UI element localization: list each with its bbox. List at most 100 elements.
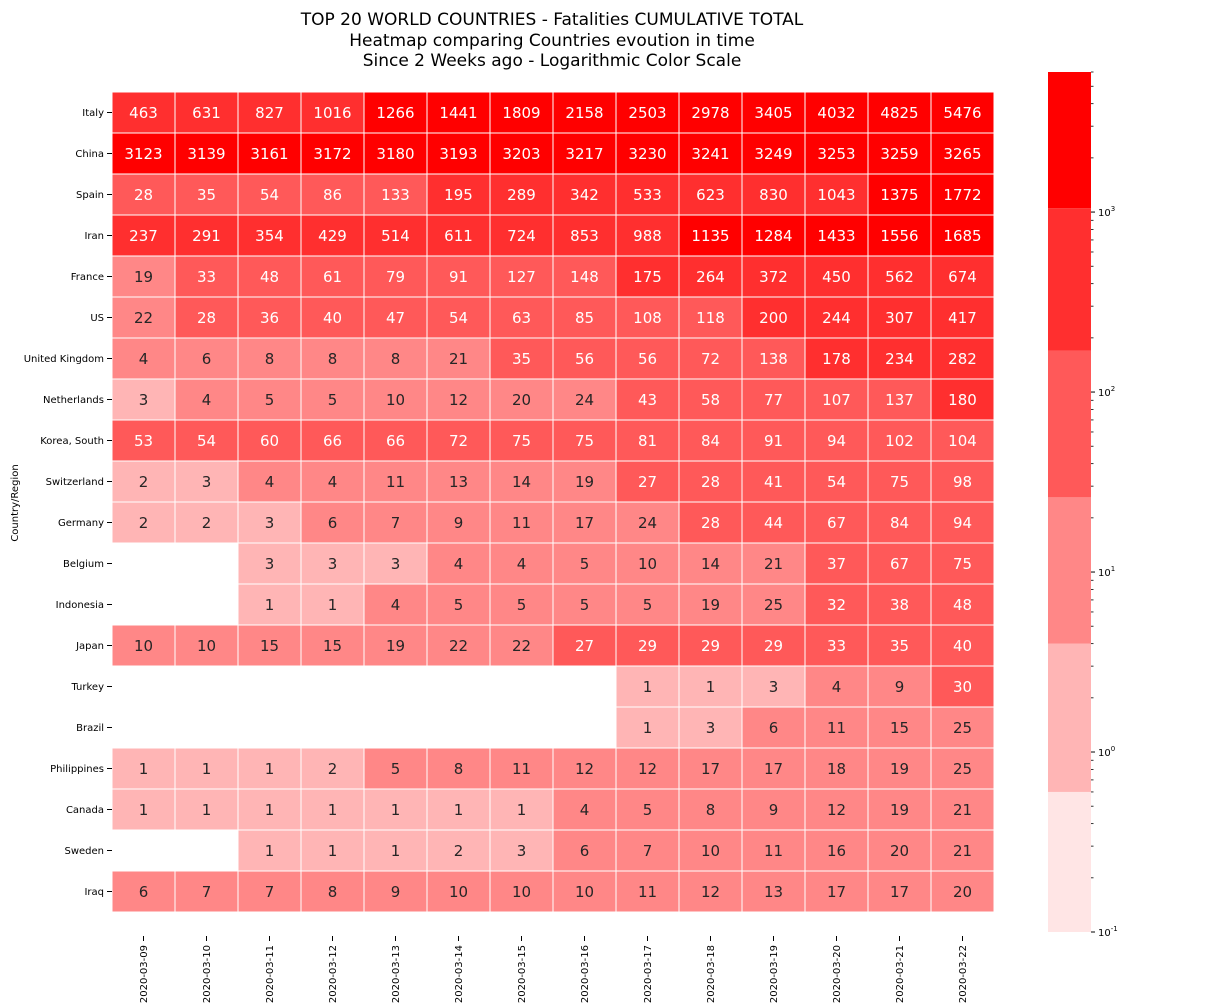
chart-title-line-1: TOP 20 WORLD COUNTRIES - Fatalities CUMU… (300, 10, 804, 30)
heatmap-cell (615, 706, 680, 749)
cell-value-label: 3 (265, 514, 275, 532)
heatmap-cell (930, 337, 995, 380)
cell-value-label: 37 (827, 555, 846, 573)
heatmap-cell (615, 132, 680, 175)
cell-value-label: 3 (265, 555, 275, 573)
heatmap-cell (804, 337, 869, 380)
cell-value-label: 1 (643, 719, 653, 737)
heatmap-cell (930, 542, 995, 585)
heatmap-cell (741, 337, 806, 380)
cell-value-label: 75 (890, 473, 909, 491)
cell-value-label: 342 (570, 186, 599, 204)
heatmap-cell (804, 665, 869, 708)
cell-value-label: 195 (444, 186, 473, 204)
cell-value-label: 54 (827, 473, 846, 491)
cell-value-label: 13 (449, 473, 468, 491)
cell-value-label: 4 (391, 596, 401, 614)
heatmap-cell (678, 501, 743, 544)
cell-value-label: 94 (827, 432, 846, 450)
heatmap-cell (741, 296, 806, 339)
heatmap-cell (741, 214, 806, 257)
cell-value-label: 3 (391, 555, 401, 573)
x-tick-label: 2020-03-18 (706, 945, 717, 1003)
cell-value-label: 61 (323, 268, 342, 286)
cell-value-label: 10 (575, 883, 594, 901)
colorbar-tick-label: 101 (1098, 565, 1115, 579)
cell-value-label: 1 (265, 760, 275, 778)
cell-value-label: 264 (696, 268, 725, 286)
heatmap-cell (237, 337, 302, 380)
cell-value-label: 463 (129, 104, 158, 122)
cell-value-label: 6 (202, 350, 212, 368)
cell-value-label: 3180 (376, 145, 414, 163)
y-tick-label: Indonesia (56, 600, 104, 611)
cell-value-label: 3172 (313, 145, 351, 163)
cell-value-label: 3 (328, 555, 338, 573)
heatmap-cell (804, 419, 869, 462)
heatmap-cell (678, 378, 743, 421)
cell-value-label: 58 (701, 391, 720, 409)
heatmap-cell (552, 501, 617, 544)
cell-value-label: 1135 (691, 227, 729, 245)
heatmap-cell (867, 665, 932, 708)
colorbar-tick-label: 103 (1098, 205, 1115, 219)
cell-value-label: 11 (638, 883, 657, 901)
cell-value-label: 5 (328, 391, 338, 409)
cell-value-label: 307 (885, 309, 914, 327)
colorbar-band (1048, 350, 1091, 498)
y-tick-label: Germany (58, 518, 104, 529)
cell-value-label: 514 (381, 227, 410, 245)
cell-value-label: 4 (328, 473, 338, 491)
cell-value-label: 631 (192, 104, 221, 122)
cell-value-label: 19 (701, 596, 720, 614)
heatmap-cell (804, 214, 869, 257)
heatmap-cell (363, 255, 428, 298)
heatmap-cell (741, 501, 806, 544)
cell-value-label: 450 (822, 268, 851, 286)
cell-value-label: 4 (832, 678, 842, 696)
cell-value-label: 35 (197, 186, 216, 204)
cell-value-label: 25 (953, 719, 972, 737)
heatmap-cell (804, 870, 869, 913)
cell-value-label: 67 (890, 555, 909, 573)
cell-value-label: 11 (764, 842, 783, 860)
cell-value-label: 2503 (628, 104, 666, 122)
cell-value-label: 4032 (817, 104, 855, 122)
heatmap-cell (111, 419, 176, 462)
cell-value-label: 1 (202, 801, 212, 819)
cell-value-label: 91 (449, 268, 468, 286)
heatmap-cell (930, 501, 995, 544)
cell-value-label: 1 (139, 801, 149, 819)
heatmap-cell (930, 132, 995, 175)
heatmap-cell (489, 337, 554, 380)
cell-value-label: 1016 (313, 104, 351, 122)
cell-value-label: 43 (638, 391, 657, 409)
cell-value-label: 66 (386, 432, 405, 450)
heatmap-cell (552, 91, 617, 134)
colorbar-tick-label: 102 (1098, 385, 1115, 399)
cell-value-label: 36 (260, 309, 279, 327)
cell-value-label: 1685 (943, 227, 981, 245)
cell-value-label: 3265 (943, 145, 981, 163)
cell-value-label: 1 (391, 801, 401, 819)
cell-value-label: 9 (769, 801, 779, 819)
heatmap-cell (363, 460, 428, 503)
x-tick-label: 2020-03-22 (958, 945, 969, 1003)
cell-value-label: 3217 (565, 145, 603, 163)
heatmap-cell (804, 173, 869, 216)
cell-value-label: 4 (265, 473, 275, 491)
heatmap-cell (552, 173, 617, 216)
heatmap-cell (678, 665, 743, 708)
heatmap-cell (804, 747, 869, 790)
cell-value-label: 28 (701, 473, 720, 491)
cell-value-label: 5 (580, 555, 590, 573)
heatmap-cell (237, 747, 302, 790)
cell-value-label: 8 (265, 350, 275, 368)
heatmap-cell (615, 665, 680, 708)
cell-value-label: 28 (701, 514, 720, 532)
cell-value-label: 10 (449, 883, 468, 901)
heatmap-cell (741, 665, 806, 708)
cell-value-label: 16 (827, 842, 846, 860)
cell-value-label: 28 (197, 309, 216, 327)
cell-value-label: 200 (759, 309, 788, 327)
